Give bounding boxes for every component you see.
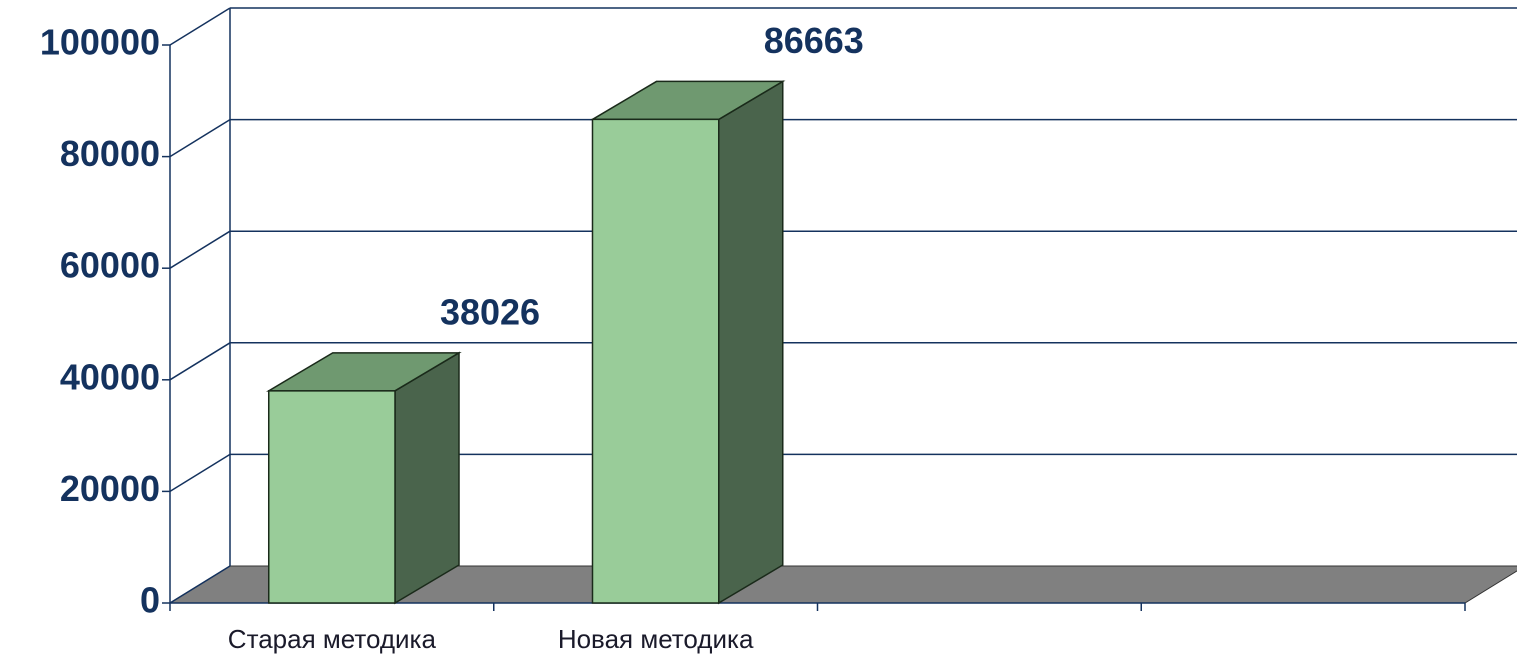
y-tick-label: 20000 [60, 468, 160, 509]
bar-side [394, 351, 460, 605]
side-grid [169, 453, 231, 493]
bar-side [718, 80, 784, 605]
value-label: 38026 [440, 291, 540, 332]
y-tick-label: 100000 [40, 22, 160, 63]
side-grid [169, 565, 231, 604]
y-tick-label: 60000 [60, 245, 160, 286]
bar [266, 351, 462, 605]
x-tick-label: Новая методика [558, 624, 754, 654]
bar-front [591, 118, 720, 604]
y-tick-label: 0 [140, 580, 160, 621]
y-tick-label: 40000 [60, 356, 160, 397]
x-tick-label: Старая методика [228, 624, 437, 654]
side-grid [169, 230, 231, 269]
value-label: 86663 [764, 20, 864, 61]
side-grid [169, 7, 231, 46]
bar [589, 80, 786, 605]
side-grid [169, 342, 231, 381]
side-grid [169, 118, 231, 158]
y-tick-label: 80000 [60, 133, 160, 174]
bar-front [267, 390, 396, 604]
